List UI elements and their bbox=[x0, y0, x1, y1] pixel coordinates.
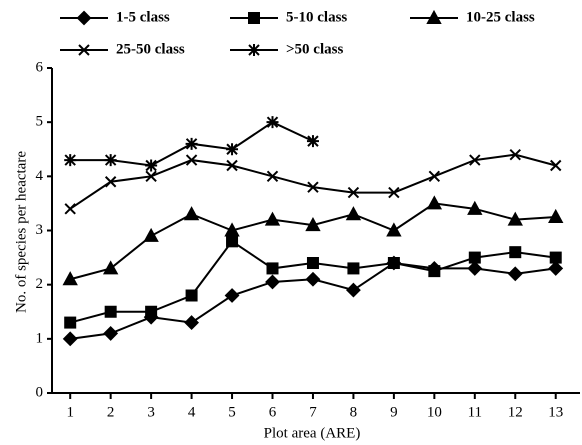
marker bbox=[266, 116, 279, 129]
marker bbox=[426, 195, 443, 210]
x-tick-label: 7 bbox=[309, 404, 317, 420]
x-tick-label: 2 bbox=[107, 404, 115, 420]
x-tick-label: 9 bbox=[390, 404, 398, 420]
marker bbox=[345, 206, 362, 221]
y-tick-label: 6 bbox=[36, 59, 44, 75]
marker bbox=[469, 154, 481, 166]
marker bbox=[62, 271, 78, 286]
marker bbox=[143, 227, 159, 242]
x-axis-label: Plot area (ARE) bbox=[264, 425, 361, 441]
legend-label: 1-5 class bbox=[116, 9, 170, 25]
marker bbox=[467, 261, 483, 276]
marker bbox=[64, 154, 77, 167]
marker bbox=[224, 288, 240, 303]
marker bbox=[468, 251, 481, 264]
x-tick-label: 12 bbox=[508, 404, 523, 420]
x-tick-label: 1 bbox=[66, 404, 74, 420]
series-line bbox=[69, 153, 556, 210]
marker bbox=[64, 316, 77, 329]
marker bbox=[103, 326, 119, 341]
marker bbox=[64, 203, 76, 215]
marker bbox=[307, 181, 319, 193]
marker bbox=[467, 200, 483, 215]
y-tick-label: 5 bbox=[36, 114, 44, 130]
marker bbox=[549, 251, 562, 264]
marker bbox=[248, 44, 260, 56]
marker bbox=[226, 159, 238, 172]
y-tick-label: 4 bbox=[36, 168, 44, 184]
marker bbox=[104, 305, 117, 318]
marker bbox=[185, 154, 198, 166]
marker bbox=[548, 261, 564, 276]
x-tick-label: 5 bbox=[228, 404, 236, 420]
marker bbox=[183, 206, 200, 221]
marker bbox=[104, 176, 117, 188]
x-tick-label: 3 bbox=[147, 404, 155, 420]
marker bbox=[264, 211, 281, 226]
marker bbox=[386, 222, 402, 237]
marker bbox=[145, 305, 158, 318]
marker bbox=[347, 186, 360, 199]
x-tick-label: 4 bbox=[188, 404, 196, 420]
marker bbox=[266, 262, 279, 275]
legend-label: 10-25 class bbox=[466, 9, 535, 25]
marker bbox=[428, 265, 441, 278]
marker bbox=[76, 10, 92, 26]
x-tick-label: 11 bbox=[468, 404, 482, 420]
marker bbox=[226, 143, 239, 156]
marker bbox=[184, 315, 200, 330]
marker bbox=[185, 289, 198, 302]
x-tick-label: 8 bbox=[350, 404, 358, 420]
marker bbox=[507, 211, 523, 226]
marker bbox=[387, 257, 400, 269]
marker bbox=[62, 331, 78, 347]
marker bbox=[426, 9, 442, 24]
marker bbox=[145, 159, 158, 172]
legend-label: >50 class bbox=[286, 41, 343, 57]
marker bbox=[388, 186, 400, 199]
marker bbox=[185, 137, 198, 150]
marker bbox=[226, 235, 239, 248]
marker bbox=[428, 170, 441, 183]
marker bbox=[305, 271, 321, 287]
y-tick-label: 0 bbox=[36, 384, 44, 400]
marker bbox=[248, 12, 260, 24]
legend-label: 25-50 class bbox=[116, 41, 185, 57]
marker bbox=[347, 262, 360, 275]
marker bbox=[78, 44, 90, 56]
marker bbox=[306, 257, 319, 269]
marker bbox=[104, 154, 117, 167]
y-tick-label: 2 bbox=[36, 276, 44, 292]
y-tick-label: 1 bbox=[36, 330, 44, 346]
marker bbox=[548, 208, 564, 223]
marker bbox=[507, 266, 523, 282]
marker bbox=[306, 135, 319, 148]
marker bbox=[266, 170, 279, 183]
x-tick-label: 10 bbox=[427, 404, 442, 420]
marker bbox=[346, 282, 361, 298]
legend-label: 5-10 class bbox=[286, 9, 347, 25]
marker bbox=[265, 274, 280, 290]
y-tick-label: 3 bbox=[36, 222, 44, 238]
x-tick-label: 6 bbox=[269, 404, 277, 420]
y-axis-label: No. of species per heactare bbox=[13, 151, 29, 313]
marker bbox=[145, 170, 157, 183]
marker bbox=[509, 246, 522, 259]
marker bbox=[102, 260, 119, 275]
marker bbox=[509, 148, 521, 161]
marker bbox=[550, 159, 562, 172]
marker bbox=[305, 216, 321, 232]
x-tick-label: 13 bbox=[548, 404, 563, 420]
marker bbox=[224, 222, 240, 237]
